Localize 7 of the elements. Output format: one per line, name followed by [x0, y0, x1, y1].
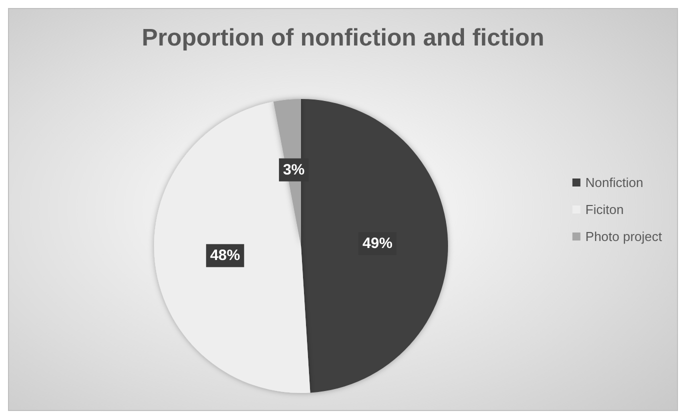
chart-title: Proportion of nonfiction and fiction: [142, 24, 544, 52]
legend-label: Photo project: [585, 229, 662, 244]
data-label: 48%: [210, 247, 240, 264]
data-label: 49%: [362, 235, 392, 252]
legend-label: Nonfiction: [585, 175, 644, 190]
data-label: 3%: [282, 161, 305, 178]
legend-label: Ficiton: [585, 202, 624, 217]
